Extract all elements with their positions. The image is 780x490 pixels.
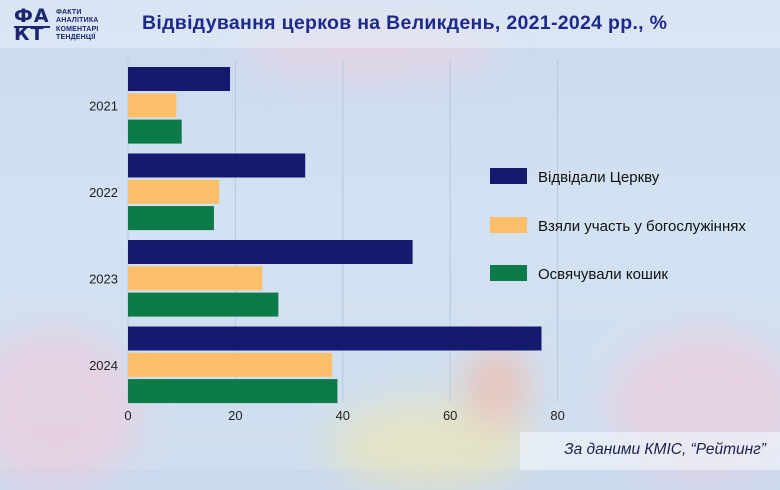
legend-label: Відвідали Церкву <box>538 169 660 186</box>
logo-divider <box>14 26 50 28</box>
x-tick-label: 40 <box>336 408 350 423</box>
bar-chart: 0 20 40 60 80 2021 2022 2023 2024 <box>89 60 565 423</box>
legend-swatch <box>490 168 527 184</box>
bar <box>128 352 333 377</box>
y-category-label: 2023 <box>89 271 118 286</box>
x-tick-label: 80 <box>550 408 564 423</box>
logo-tagline-line: ТЕНДЕНЦІЇ <box>56 33 96 41</box>
logo-mark-bottom: КТ <box>14 23 45 45</box>
bar <box>128 326 542 351</box>
x-tick-label: 0 <box>124 408 131 423</box>
fakty-logo-mark: ФА КТ <box>12 5 52 46</box>
background-egg-decoration <box>466 345 528 425</box>
bar <box>128 206 214 231</box>
logo-tagline-line: АНАЛІТИКА <box>56 17 99 25</box>
legend-item-services: Взяли участь у богослужіннях <box>490 215 780 235</box>
header-bar: ФА КТ ФАКТИ АНАЛІТИКА КОМЕНТАРІ ТЕНДЕНЦІ… <box>0 0 780 48</box>
fakty-logo: ФА КТ ФАКТИ АНАЛІТИКА КОМЕНТАРІ ТЕНДЕНЦІ… <box>6 4 116 46</box>
x-tick-label: 20 <box>228 408 242 423</box>
bar <box>128 67 231 91</box>
legend-item-visited-church: Відвідали Церкву <box>490 166 780 186</box>
legend-swatch <box>490 217 527 233</box>
logo-tagline-line: ФАКТИ <box>56 9 82 16</box>
background-flower-decoration <box>0 330 140 490</box>
source-note: За даними КМІС, “Рейтинг” <box>564 441 766 458</box>
bar <box>128 292 279 317</box>
source-box: За даними КМІС, “Рейтинг” <box>520 432 780 470</box>
legend-item-basket: Освячували кошик <box>490 263 780 283</box>
chart-title: Відвідування церков на Великдень, 2021-2… <box>142 12 668 34</box>
bar <box>128 240 413 264</box>
legend-swatch <box>490 265 527 281</box>
legend-label: Освячували кошик <box>538 266 668 283</box>
logo-tagline-line: КОМЕНТАРІ <box>56 25 99 33</box>
bar <box>128 379 338 404</box>
bar <box>128 179 220 204</box>
y-category-label: 2022 <box>89 185 118 200</box>
bar <box>128 266 263 291</box>
logo-mark-top: ФА <box>14 5 50 27</box>
bar <box>128 93 177 118</box>
y-category-label: 2024 <box>89 358 118 373</box>
logo-tagline: ФАКТИ АНАЛІТИКА КОМЕНТАРІ ТЕНДЕНЦІЇ <box>56 9 99 42</box>
y-category-label: 2021 <box>89 98 118 113</box>
x-tick-label: 60 <box>443 408 457 423</box>
legend-label: Взяли участь у богослужіннях <box>538 218 746 235</box>
bar <box>128 119 182 144</box>
bar <box>128 153 306 178</box>
